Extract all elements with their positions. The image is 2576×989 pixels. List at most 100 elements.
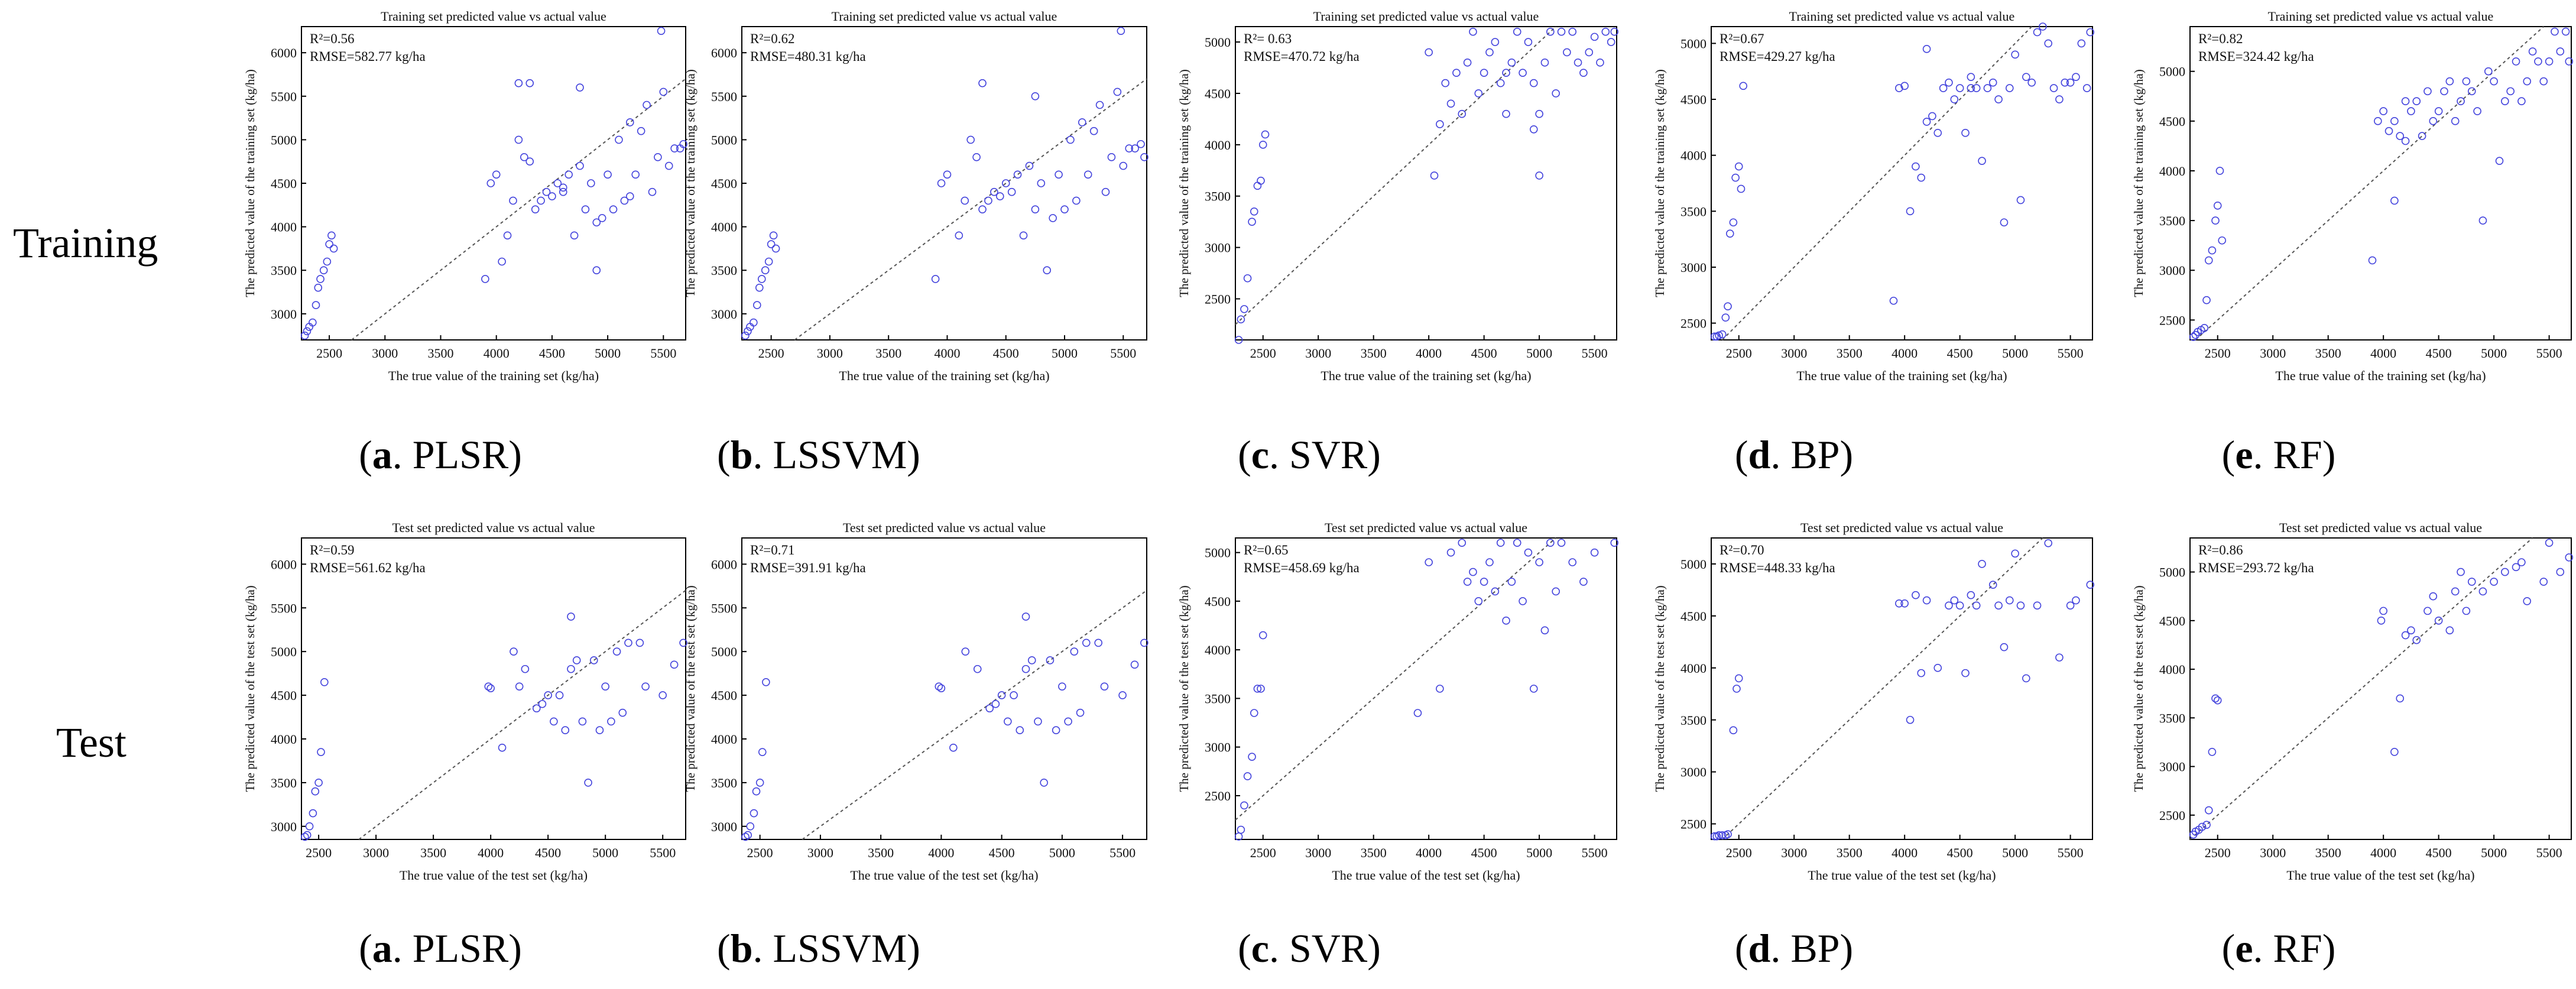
scatter-point xyxy=(1972,601,1981,610)
scatter-point xyxy=(1725,229,1734,238)
scatter-point xyxy=(553,179,562,187)
scatter-point xyxy=(1579,69,1588,77)
scatter-point xyxy=(1579,578,1588,586)
y-tick-label: 3500 xyxy=(711,776,737,790)
x-tick-label: 4500 xyxy=(535,845,561,860)
scatter-point xyxy=(1089,127,1098,135)
scatter-point xyxy=(2198,822,2207,831)
y-axis-label: The predicted value of the test set (kg/… xyxy=(1177,585,1191,792)
scatter-point xyxy=(1535,109,1543,118)
y-tick-label: 4000 xyxy=(711,732,737,747)
scatter-point xyxy=(525,157,534,166)
x-tick-label: 3000 xyxy=(1305,845,1331,860)
scatter-point xyxy=(2429,117,2438,125)
scatter-point xyxy=(514,79,523,87)
y-tick-label: 4000 xyxy=(271,732,297,747)
caption-training-bp: (d. BP) xyxy=(1734,432,1854,477)
scatter-point xyxy=(1474,597,1483,605)
scatter-point xyxy=(2211,694,2220,703)
scatter-point xyxy=(2523,597,2532,605)
y-tick-label: 5500 xyxy=(271,601,297,615)
y-tick-label: 5500 xyxy=(711,601,737,615)
y-tick-label: 3500 xyxy=(711,263,737,278)
scatter-point xyxy=(961,647,970,656)
scatter-point xyxy=(1066,135,1075,144)
plot-frame xyxy=(1235,537,1617,840)
scatter-point xyxy=(320,678,329,686)
scatter-point xyxy=(2208,748,2217,756)
y-tick-label: 5000 xyxy=(271,132,297,147)
x-tick-label: 4000 xyxy=(1416,346,1442,361)
scatter-point xyxy=(1895,599,1903,608)
x-tick-label: 4000 xyxy=(1892,845,1918,860)
scatter-point xyxy=(657,27,666,35)
scatter-point xyxy=(1248,218,1256,226)
scatter-point xyxy=(609,205,618,213)
scatter-point xyxy=(670,144,679,153)
plot-title: Training set predicted value vs actual v… xyxy=(832,9,1057,24)
scatter-point xyxy=(1967,73,1975,81)
x-tick-label: 3000 xyxy=(807,845,833,860)
y-tick-label: 3000 xyxy=(2159,760,2185,774)
scatter-point xyxy=(1933,129,1942,137)
scatter-point xyxy=(1119,161,1128,170)
scatter-point xyxy=(1519,69,1527,77)
scatter-point xyxy=(2211,216,2220,225)
y-tick-label: 4500 xyxy=(271,688,297,703)
diagonal-line xyxy=(794,78,1147,341)
r2-annotation: R²=0.56 xyxy=(310,31,354,46)
scatter-point xyxy=(561,726,570,735)
x-tick-label: 2500 xyxy=(2205,845,2231,860)
r2-annotation: R²=0.62 xyxy=(750,31,794,46)
scatter-point xyxy=(2565,553,2574,562)
scatter-point xyxy=(2204,256,2213,265)
scatter-point xyxy=(1961,129,1970,137)
x-tick-label: 5500 xyxy=(650,845,676,860)
scatter-point xyxy=(2517,97,2526,105)
scatter-point xyxy=(1060,205,1069,213)
scatter-point xyxy=(757,275,766,283)
scatter-point xyxy=(2061,78,2069,87)
scatter-point xyxy=(1889,296,1898,305)
scatter-point xyxy=(1535,171,1543,180)
scatter-point xyxy=(1049,214,1057,222)
scatter-point xyxy=(1070,647,1079,656)
scatter-point xyxy=(1945,601,1953,610)
scatter-point xyxy=(1064,717,1072,726)
scatter-point xyxy=(1234,336,1243,344)
panel-training-plsr: 2500 3000 3500 4000 4500 5000 5500 3000 3500 4000… xyxy=(243,9,688,383)
scatter-point xyxy=(2077,39,2086,48)
scatter-point xyxy=(2401,631,2410,640)
scatter-point xyxy=(2484,67,2493,76)
y-axis-label: The predicted value of the test set (kg/… xyxy=(2131,585,2146,792)
scatter-point xyxy=(1906,207,1915,216)
scatter-point xyxy=(997,691,1006,699)
scatter-point xyxy=(1568,27,1577,36)
x-tick-label: 3500 xyxy=(1361,845,1387,860)
scatter-point xyxy=(1502,109,1510,118)
scatter-point xyxy=(750,809,758,818)
plot-title: Training set predicted value vs actual v… xyxy=(1313,9,1539,24)
x-tick-label: 3000 xyxy=(2260,845,2286,860)
y-tick-label: 4000 xyxy=(271,220,297,235)
x-tick-label: 5000 xyxy=(1526,346,1552,361)
y-tick-label: 2500 xyxy=(1205,291,1231,306)
scatter-point xyxy=(484,682,493,691)
scatter-point xyxy=(2401,137,2410,145)
scatter-point xyxy=(587,179,595,187)
scatter-point xyxy=(2213,202,2222,210)
scatter-point xyxy=(1917,669,1926,677)
r2-annotation: R²=0.82 xyxy=(2198,31,2243,46)
scatter-point xyxy=(2000,218,2009,227)
scatter-point xyxy=(2457,568,2465,576)
y-axis-label: The predicted value of the test set (kg/… xyxy=(1653,585,1667,792)
y-tick-label: 2500 xyxy=(1205,789,1231,803)
scatter-point xyxy=(1082,638,1091,647)
scatter-point xyxy=(1552,587,1560,596)
scatter-point xyxy=(2501,97,2509,105)
caption-test-bp: (d. BP) xyxy=(1734,926,1854,971)
scatter-point xyxy=(309,318,317,327)
y-tick-label: 3000 xyxy=(271,307,297,322)
scatter-point xyxy=(1458,539,1467,547)
scatter-point xyxy=(2539,578,2548,586)
